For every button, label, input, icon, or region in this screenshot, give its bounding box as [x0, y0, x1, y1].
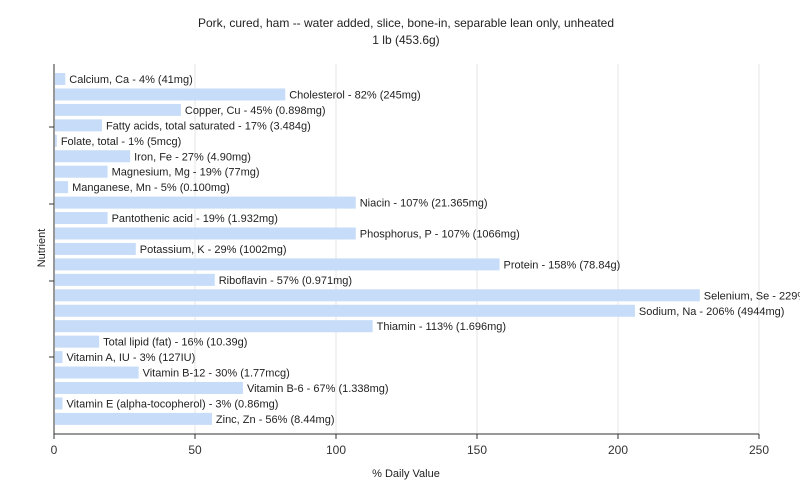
bar-label-12: Protein - 158% (78.84g)	[504, 259, 621, 271]
bar-label-4: Folate, total - 1% (5mcg)	[61, 136, 181, 148]
bar-11	[55, 242, 136, 255]
bar-3	[55, 119, 102, 132]
bar-label-2: Copper, Cu - 45% (0.898mg)	[185, 105, 326, 117]
bar-19	[55, 366, 139, 379]
x-tick-label-200: 200	[608, 443, 628, 457]
bar-label-22: Zinc, Zn - 56% (8.44mg)	[216, 414, 335, 426]
bar-label-3: Fatty acids, total saturated - 17% (3.48…	[106, 120, 311, 132]
x-tick-label-50: 50	[188, 443, 202, 457]
bar-12	[55, 258, 500, 271]
bar-label-17: Total lipid (fat) - 16% (10.39g)	[103, 337, 247, 349]
bar-label-7: Manganese, Mn - 5% (0.100mg)	[72, 182, 230, 194]
bar-21	[55, 397, 63, 410]
bar-7	[55, 181, 69, 194]
bar-0	[55, 73, 66, 85]
bar-1	[55, 88, 286, 101]
bar-label-13: Riboflavin - 57% (0.971mg)	[219, 275, 352, 287]
bar-15	[55, 304, 635, 317]
x-tick-label-150: 150	[467, 443, 487, 457]
bar-22	[55, 412, 212, 425]
chart-title: Pork, cured, ham -- water added, slice, …	[198, 16, 614, 30]
bar-label-11: Potassium, K - 29% (1002mg)	[140, 244, 287, 256]
bar-14	[55, 289, 700, 302]
bar-17	[55, 335, 100, 348]
bar-8	[55, 196, 356, 209]
bar-label-18: Vitamin A, IU - 3% (127IU)	[66, 352, 195, 364]
bar-label-5: Iron, Fe - 27% (4.90mg)	[134, 151, 251, 163]
bar-label-16: Thiamin - 113% (1.696mg)	[377, 321, 506, 333]
bar-16	[55, 320, 373, 333]
axes-group	[49, 64, 760, 439]
x-axis-label: % Daily Value	[372, 468, 440, 480]
bar-label-0: Calcium, Ca - 4% (41mg)	[69, 74, 192, 86]
bar-18	[55, 351, 63, 364]
bar-label-20: Vitamin B-6 - 67% (1.338mg)	[247, 383, 389, 395]
bar-label-8: Niacin - 107% (21.365mg)	[360, 198, 488, 210]
bar-label-21: Vitamin E (alpha-tocopherol) - 3% (0.86m…	[66, 398, 278, 410]
chart-subtitle: 1 lb (453.6g)	[372, 33, 439, 47]
bar-label-14: Selenium, Se - 229% (160.1mcg)	[704, 290, 800, 302]
bar-label-6: Magnesium, Mg - 19% (77mg)	[112, 167, 260, 179]
bar-label-1: Cholesterol - 82% (245mg)	[289, 89, 420, 101]
bar-6	[55, 165, 108, 178]
bar-label-10: Phosphorus, P - 107% (1066mg)	[360, 229, 520, 241]
bar-9	[55, 212, 108, 225]
bar-label-9: Pantothenic acid - 19% (1.932mg)	[112, 213, 278, 225]
bar-label-15: Sodium, Na - 206% (4944mg)	[639, 306, 785, 318]
x-tick-labels: 0 50 100 150 200 250	[51, 443, 770, 457]
bars-group	[55, 73, 700, 425]
bar-2	[55, 103, 181, 116]
x-tick-label-0: 0	[51, 443, 58, 457]
x-tick-label-250: 250	[749, 443, 769, 457]
gridlines	[194, 64, 760, 434]
bar-4	[55, 134, 57, 147]
bar-labels-group: Calcium, Ca - 4% (41mg) Cholesterol - 82%…	[61, 74, 800, 426]
y-axis-label: Nutrient	[36, 229, 48, 268]
x-tick-label-100: 100	[326, 443, 346, 457]
bar-label-19: Vitamin B-12 - 30% (1.77mcg)	[143, 368, 290, 380]
bar-20	[55, 382, 243, 394]
bar-10	[55, 227, 356, 240]
bar-13	[55, 273, 215, 286]
bar-5	[55, 150, 131, 163]
